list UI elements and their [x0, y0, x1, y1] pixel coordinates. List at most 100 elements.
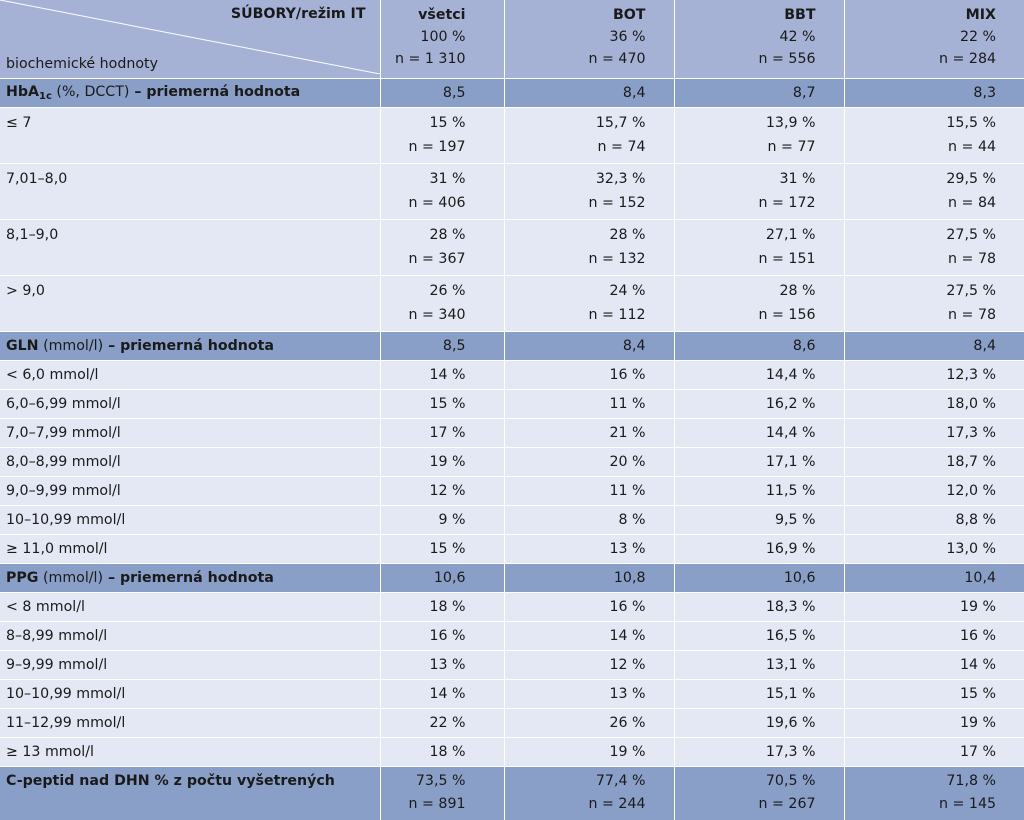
value-cell: 14 %: [504, 622, 674, 651]
column-count: n = 284: [845, 48, 997, 70]
column-header-vsetci: všetci 100 % n = 1 310: [380, 0, 504, 79]
value-cell: 16,5 %: [674, 622, 844, 651]
table-row: 10–10,99 mmol/l 14 % 13 % 15,1 % 15 %: [0, 680, 1024, 709]
table-row: ≥ 13 mmol/l 18 % 19 % 17,3 % 17 %: [0, 738, 1024, 767]
corner-header-cell: SÚBORY/režim IT biochemické hodnoty: [0, 0, 380, 79]
value-cell: 26 %n = 340: [380, 276, 504, 332]
value-cell: 17 %: [380, 419, 504, 448]
value-cell: 24 %n = 112: [504, 276, 674, 332]
value-cell: 16 %: [380, 622, 504, 651]
value-cell: 13,1 %: [674, 651, 844, 680]
value-cell: 15 %n = 197: [380, 108, 504, 164]
value-cell: 13 %: [504, 535, 674, 564]
table-row: 9,0–9,99 mmol/l 12 % 11 % 11,5 % 12,0 %: [0, 477, 1024, 506]
value-cell: 8,8 %: [844, 506, 1024, 535]
value-cell: 16 %: [504, 593, 674, 622]
column-percent: 36 %: [505, 26, 646, 48]
section-title-suffix: – priemerná hodnota: [103, 338, 274, 354]
table-row: < 6,0 mmol/l 14 % 16 % 14,4 % 12,3 %: [0, 361, 1024, 390]
value-cell: 17 %: [844, 738, 1024, 767]
row-label: 8,1–9,0: [0, 220, 380, 276]
table-row: 7,01–8,0 31 %n = 406 32,3 %n = 152 31 %n…: [0, 164, 1024, 220]
value-cell: 19 %: [380, 448, 504, 477]
column-header-bbt: BBT 42 % n = 556: [674, 0, 844, 79]
corner-top-label: SÚBORY/režim IT: [231, 6, 366, 22]
value-cell: 77,4 %n = 244: [504, 767, 674, 820]
row-label: ≤ 7: [0, 108, 380, 164]
value-cell: 14 %: [380, 361, 504, 390]
section-title: C-peptid nad DHN % z počtu vyšetrených: [0, 767, 380, 820]
avg-cell: 8,4: [504, 332, 674, 361]
avg-cell: 8,7: [674, 79, 844, 108]
table-row: < 8 mmol/l 18 % 16 % 18,3 % 19 %: [0, 593, 1024, 622]
section-title-suffix: – priemerná hodnota: [103, 570, 274, 586]
value-cell: 13 %: [504, 680, 674, 709]
value-cell: 16 %: [504, 361, 674, 390]
column-percent: 22 %: [845, 26, 997, 48]
value-cell: 15,7 %n = 74: [504, 108, 674, 164]
value-cell: 11,5 %: [674, 477, 844, 506]
value-cell: 71,8 %n = 145: [844, 767, 1024, 820]
value-cell: 17,1 %: [674, 448, 844, 477]
table-row: 6,0–6,99 mmol/l 15 % 11 % 16,2 % 18,0 %: [0, 390, 1024, 419]
section-row-cpeptid: C-peptid nad DHN % z počtu vyšetrených 7…: [0, 767, 1024, 820]
section-title: GLN (mmol/l) – priemerná hodnota: [0, 332, 380, 361]
section-title-main: GLN: [6, 338, 39, 354]
value-cell: 15 %: [380, 390, 504, 419]
value-cell: 18,7 %: [844, 448, 1024, 477]
table-row: 9–9,99 mmol/l 13 % 12 % 13,1 % 14 %: [0, 651, 1024, 680]
avg-cell: 10,8: [504, 564, 674, 593]
avg-cell: 10,6: [674, 564, 844, 593]
value-cell: 22 %: [380, 709, 504, 738]
value-cell: 13,9 %n = 77: [674, 108, 844, 164]
value-cell: 16 %: [844, 622, 1024, 651]
avg-cell: 8,4: [844, 332, 1024, 361]
row-label: 8,0–8,99 mmol/l: [0, 448, 380, 477]
value-cell: 11 %: [504, 477, 674, 506]
value-cell: 27,1 %n = 151: [674, 220, 844, 276]
value-cell: 28 %n = 132: [504, 220, 674, 276]
value-cell: 27,5 %n = 78: [844, 276, 1024, 332]
table-row: 8–8,99 mmol/l 16 % 14 % 16,5 % 16 %: [0, 622, 1024, 651]
header-row: SÚBORY/režim IT biochemické hodnoty všet…: [0, 0, 1024, 79]
avg-cell: 10,4: [844, 564, 1024, 593]
row-label: 7,0–7,99 mmol/l: [0, 419, 380, 448]
section-row-hba1c: HbA1c (%, DCCT) – priemerná hodnota 8,5 …: [0, 79, 1024, 108]
row-label: 11–12,99 mmol/l: [0, 709, 380, 738]
value-cell: 16,2 %: [674, 390, 844, 419]
value-cell: 26 %: [504, 709, 674, 738]
value-cell: 19,6 %: [674, 709, 844, 738]
section-title-suffix: – priemerná hodnota: [129, 84, 300, 100]
value-cell: 14 %: [380, 680, 504, 709]
column-name: BOT: [505, 4, 646, 26]
row-label: > 9,0: [0, 276, 380, 332]
table-row: 8,1–9,0 28 %n = 367 28 %n = 132 27,1 %n …: [0, 220, 1024, 276]
value-cell: 32,3 %n = 152: [504, 164, 674, 220]
row-label: 9–9,99 mmol/l: [0, 651, 380, 680]
value-cell: 12 %: [380, 477, 504, 506]
row-label: 10–10,99 mmol/l: [0, 506, 380, 535]
column-header-bot: BOT 36 % n = 470: [504, 0, 674, 79]
value-cell: 15,1 %: [674, 680, 844, 709]
value-cell: 12 %: [504, 651, 674, 680]
value-cell: 18 %: [380, 738, 504, 767]
value-cell: 14,4 %: [674, 419, 844, 448]
value-cell: 70,5 %n = 267: [674, 767, 844, 820]
section-row-ppg: PPG (mmol/l) – priemerná hodnota 10,6 10…: [0, 564, 1024, 593]
value-cell: 8 %: [504, 506, 674, 535]
value-cell: 17,3 %: [844, 419, 1024, 448]
value-cell: 13 %: [380, 651, 504, 680]
value-cell: 19 %: [844, 593, 1024, 622]
value-cell: 9,5 %: [674, 506, 844, 535]
row-label: 8–8,99 mmol/l: [0, 622, 380, 651]
column-count: n = 470: [505, 48, 646, 70]
section-row-gln: GLN (mmol/l) – priemerná hodnota 8,5 8,4…: [0, 332, 1024, 361]
value-cell: 20 %: [504, 448, 674, 477]
section-title: PPG (mmol/l) – priemerná hodnota: [0, 564, 380, 593]
avg-cell: 8,5: [380, 332, 504, 361]
value-cell: 18,0 %: [844, 390, 1024, 419]
value-cell: 17,3 %: [674, 738, 844, 767]
section-title-unit: (mmol/l): [39, 338, 104, 354]
value-cell: 31 %n = 406: [380, 164, 504, 220]
section-title: HbA1c (%, DCCT) – priemerná hodnota: [0, 79, 380, 108]
